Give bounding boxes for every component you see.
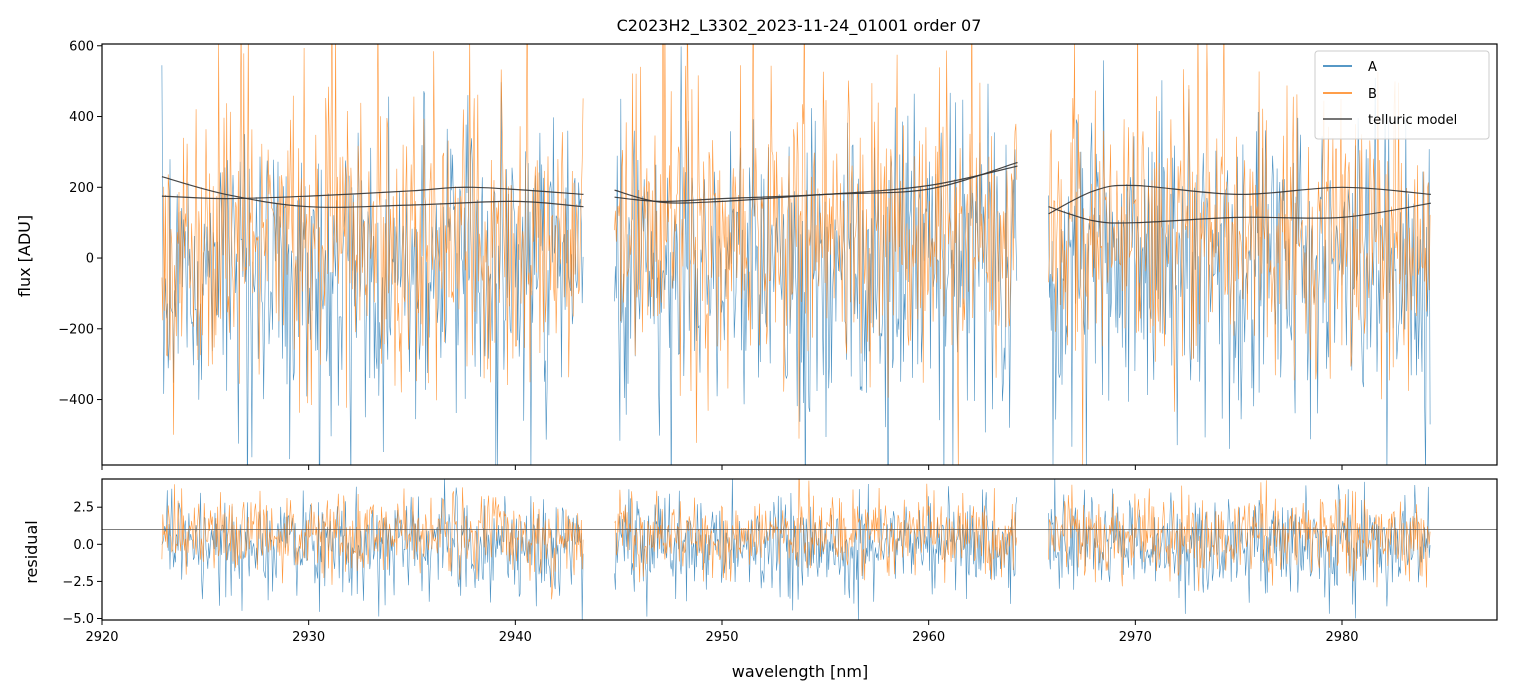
- flux-plot-area: [161, 44, 1431, 465]
- residual-series-b-segment-2: [614, 479, 1018, 583]
- flux-panel: −400 −200 0 200 400 600 C2023H2_L3302_2023-11…: [15, 16, 1498, 470]
- residual-x-tick-label: 2960: [912, 630, 945, 645]
- telluric-model-curve-6: [1048, 202, 1431, 224]
- residual-panel: −5.0−2.50.02.5 2920 2930 2940 2950 2960 2970 2…: [22, 478, 1498, 681]
- residual-x-tick-label: 2920: [85, 630, 118, 645]
- flux-axes-frame: [101, 43, 1498, 466]
- flux-y-axis-label: flux [ADU]: [15, 215, 34, 297]
- flux-series-b-segment-2: [614, 44, 1018, 465]
- flux-series-a-segment-2: [614, 46, 1018, 465]
- residual-y-tick-label: 0.0: [73, 538, 94, 553]
- residual-y-tick-label: −2.5: [62, 575, 94, 590]
- residual-x-tick-label: 2970: [1119, 630, 1152, 645]
- flux-y-tick-label: −400: [58, 393, 94, 408]
- residual-y-axis: −5.0 −2.5 0.0 2.5: [62, 501, 102, 627]
- flux-series-a-segment-3: [1048, 60, 1431, 465]
- residual-series-b-segment-1: [161, 484, 584, 600]
- residual-y-tick-label: −5.0: [62, 612, 94, 627]
- residual-x-tick-label: 2930: [292, 630, 325, 645]
- legend: A B telluric model: [1314, 50, 1490, 140]
- telluric-model-curve-2: [161, 186, 584, 200]
- telluric-model-curve-4: [614, 165, 1018, 203]
- flux-series-a-segment-1: [161, 65, 584, 465]
- flux-y-axis: −400 −200 0 200 400 600: [58, 39, 102, 408]
- residual-x-tick-label: 2940: [499, 630, 532, 645]
- legend-label-a: A: [1368, 60, 1377, 75]
- residual-x-axis-label: wavelength [nm]: [732, 662, 869, 681]
- flux-y-tick-label: 400: [69, 110, 94, 125]
- flux-series-b-segment-1: [161, 44, 584, 435]
- flux-x-ticks: [101, 465, 1343, 470]
- flux-y-tick-label: 0: [86, 252, 94, 267]
- telluric-model-curve-5: [1048, 184, 1431, 215]
- legend-label-b: B: [1368, 87, 1377, 102]
- residual-series-b-segment-3: [1048, 480, 1431, 592]
- residual-y-tick-label: 2.5: [73, 501, 94, 516]
- flux-y-tick-label: 600: [69, 39, 94, 54]
- legend-label-telluric: telluric model: [1368, 113, 1457, 128]
- residual-x-axis: 2920 2930 2940 2950 2960 2970 2980: [85, 620, 1359, 645]
- residual-x-tick-label: 2950: [705, 630, 738, 645]
- telluric-model-curve-1: [161, 176, 584, 208]
- residual-axes-frame: [101, 478, 1498, 621]
- residual-plot-area: [102, 479, 1497, 620]
- flux-series-b-segment-3: [1048, 44, 1431, 465]
- chart-title: C2023H2_L3302_2023-11-24_01001 order 07: [617, 16, 982, 36]
- flux-y-tick-label: 200: [69, 181, 94, 196]
- residual-y-axis-label: residual: [22, 520, 41, 583]
- legend-box: [1314, 50, 1490, 140]
- residual-x-tick-label: 2980: [1325, 630, 1358, 645]
- flux-y-tick-label: −200: [58, 322, 94, 337]
